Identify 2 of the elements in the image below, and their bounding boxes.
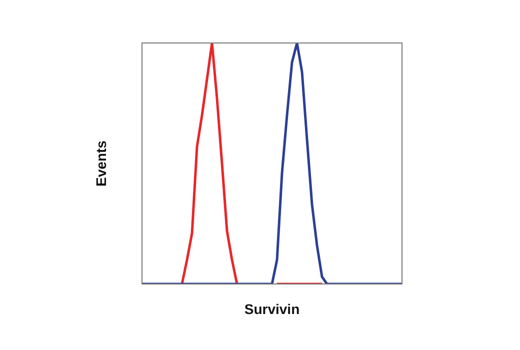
y-axis-title: Events xyxy=(92,140,109,186)
x-axis-title: Survivin xyxy=(244,300,300,317)
